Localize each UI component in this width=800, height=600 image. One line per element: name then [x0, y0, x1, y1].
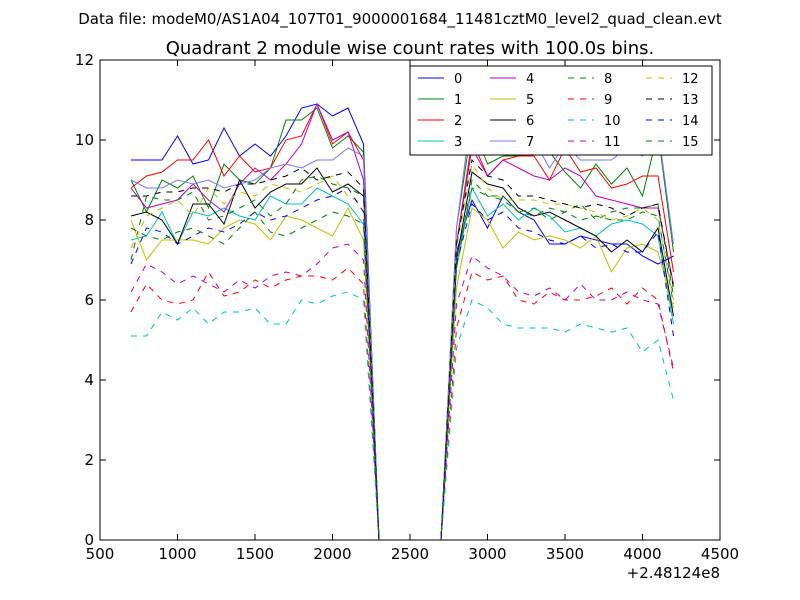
y-tick-label-0: 0	[84, 531, 94, 549]
y-tick-label-4: 4	[84, 371, 94, 389]
x-tick-label-4000: 4000	[623, 545, 661, 563]
series-line-8	[130, 175, 674, 541]
legend-label-14: 14	[682, 114, 699, 129]
legend-label-0: 0	[454, 72, 462, 87]
legend-label-10: 10	[604, 114, 621, 129]
x-tick-label-4500: 4500	[701, 545, 739, 563]
legend-label-6: 6	[526, 114, 534, 129]
legend-label-1: 1	[454, 93, 462, 108]
legend-label-13: 13	[682, 93, 699, 108]
series-line-12	[130, 162, 674, 541]
x-tick-label-3000: 3000	[468, 545, 506, 563]
x-tick-label-1000: 1000	[158, 545, 196, 563]
figure-suptitle: Data file: modeM0/AS1A04_107T01_90000016…	[78, 10, 722, 29]
legend-label-12: 12	[682, 72, 699, 87]
series-line-14	[130, 187, 674, 541]
legend-label-5: 5	[526, 93, 534, 108]
legend-label-9: 9	[604, 93, 612, 108]
legend-frame	[409, 65, 713, 156]
x-tick-label-500: 500	[86, 545, 115, 563]
chart-title: Quadrant 2 module wise count rates with …	[166, 38, 655, 59]
legend-label-2: 2	[454, 114, 462, 129]
legend-label-15: 15	[682, 135, 699, 150]
y-tick-label-12: 12	[75, 51, 94, 69]
legend-label-8: 8	[604, 72, 612, 87]
legend-label-11: 11	[604, 135, 621, 150]
x-tick-label-2000: 2000	[313, 545, 351, 563]
plot-area: 500 1000 1500 2000 2500 3000 3500 4000 4500 0 2 4 6 8…	[75, 51, 739, 563]
y-tick-label-10: 10	[75, 131, 94, 149]
x-tick-label-1500: 1500	[236, 545, 274, 563]
tick-layer: 500 1000 1500 2000 2500 3000 3500 4000 4500 0 2 4 6 8…	[75, 51, 739, 563]
y-tick-label-6: 6	[84, 291, 94, 309]
x-offset-label: +2.48124e8	[627, 564, 720, 582]
x-tick-label-2500: 2500	[391, 545, 429, 563]
legend-label-7: 7	[526, 135, 534, 150]
legend-label-3: 3	[454, 135, 462, 150]
y-tick-label-8: 8	[84, 211, 94, 229]
legend-label-4: 4	[526, 72, 534, 87]
x-tick-label-3500: 3500	[546, 545, 584, 563]
y-tick-label-2: 2	[84, 451, 94, 469]
